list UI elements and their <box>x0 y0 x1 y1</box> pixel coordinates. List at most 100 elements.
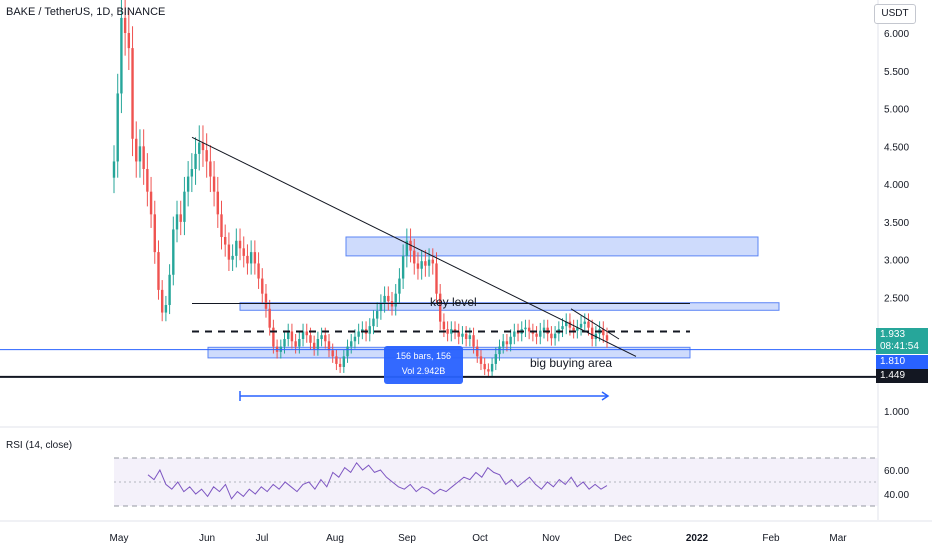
candle-body <box>205 150 208 162</box>
candle-body <box>183 191 186 222</box>
trendline-short <box>570 308 620 340</box>
candle-body <box>461 333 464 337</box>
candle-body <box>553 333 557 339</box>
candle-body <box>127 33 131 49</box>
trendline-main <box>191 136 637 357</box>
candle-body <box>116 93 119 162</box>
candle-body <box>494 354 497 364</box>
candle-body <box>224 237 227 245</box>
candle-body <box>498 346 501 355</box>
buying-area-label: big buying area <box>530 356 612 370</box>
candle-body <box>246 255 249 264</box>
candle-body <box>227 244 231 260</box>
candle-body <box>338 363 342 367</box>
candle-body <box>283 339 286 347</box>
candle-body <box>368 326 371 334</box>
candle-body <box>379 303 383 312</box>
y-axis-tick-label: 6.000 <box>884 29 909 40</box>
currency-button[interactable]: USDT <box>874 4 916 24</box>
measure-volume-text: Vol 2.942B <box>401 366 446 376</box>
candle-body <box>298 339 301 347</box>
candle-body <box>476 346 479 357</box>
candle-body <box>527 327 531 332</box>
candle-body <box>168 274 171 305</box>
candle-body <box>350 341 353 347</box>
y-axis-tick-label: 1.000 <box>884 407 909 418</box>
candle-body <box>413 250 416 264</box>
x-axis-tick-label: Dec <box>614 533 632 544</box>
candle-body <box>453 329 457 332</box>
candle-body <box>387 295 390 302</box>
candle-body <box>138 146 142 162</box>
candle-body <box>572 327 575 331</box>
candle-body <box>509 336 512 345</box>
current-price-tag: 1.933 08:41:54 <box>876 328 928 354</box>
range-arrow-head <box>601 391 610 401</box>
y-axis-tick-label: 5.000 <box>884 105 909 116</box>
candle-body <box>568 321 572 328</box>
countdown-value: 08:41:54 <box>880 341 919 352</box>
candle-body <box>542 327 546 331</box>
candle-body <box>468 335 472 339</box>
candle-body <box>535 333 538 337</box>
candle-body <box>305 331 308 336</box>
candle-body <box>590 327 594 339</box>
candle-body <box>172 229 175 275</box>
candle-body <box>416 263 420 269</box>
candle-body <box>457 331 460 337</box>
candle-body <box>261 278 264 294</box>
candle-body <box>264 293 268 309</box>
candle-body <box>242 248 245 256</box>
candle-body <box>409 240 412 251</box>
candle-body <box>253 252 257 264</box>
rsi-legend-label: RSI (14, close) <box>6 440 73 451</box>
candle-body <box>442 321 446 330</box>
key-level-label: key level <box>430 295 477 309</box>
candle-body <box>179 214 182 222</box>
candle-body <box>394 293 397 307</box>
candle-body <box>464 333 468 339</box>
candle-body <box>312 342 316 349</box>
candle-body <box>550 333 553 339</box>
candle-body <box>516 331 520 334</box>
x-axis-tick-label: Sep <box>398 533 416 544</box>
y-axis-tick-label: 3.000 <box>884 256 909 267</box>
x-axis-tick-label: Jul <box>256 533 269 544</box>
candle-body <box>290 331 294 342</box>
candle-body <box>268 308 271 328</box>
price-zone-rect <box>345 236 759 257</box>
measure-tooltip: 156 bars, 156 Vol 2.942B <box>384 346 463 384</box>
candle-body <box>605 335 609 341</box>
candle-body <box>201 142 205 151</box>
y-axis-tick-label: 4.500 <box>884 142 909 153</box>
y-axis-tick-label: 3.500 <box>884 218 909 229</box>
candle-body <box>342 356 346 367</box>
price-zone-rect <box>239 302 780 311</box>
candle-body <box>383 295 386 304</box>
candle-body <box>220 214 223 237</box>
candle-body <box>238 240 242 249</box>
candle-body <box>579 323 583 328</box>
candle-body <box>490 363 494 372</box>
candle-body <box>324 335 327 342</box>
candle-body <box>331 350 334 357</box>
candle-body <box>327 341 331 351</box>
candle-body <box>450 329 453 334</box>
candle-body <box>431 259 434 264</box>
candle-body <box>186 176 190 192</box>
candle-body <box>190 169 194 177</box>
candle-body <box>576 327 579 331</box>
candle-body <box>472 335 475 347</box>
candle-body <box>212 176 216 192</box>
candle-body <box>513 331 516 337</box>
candle-body <box>135 138 138 162</box>
candle-body <box>153 214 156 253</box>
candle-body <box>405 240 409 256</box>
rsi-tick-label: 40.00 <box>884 490 909 501</box>
candle-body <box>424 261 427 266</box>
candle-body <box>272 327 275 347</box>
measure-bars-text: 156 bars, 156 <box>395 351 452 361</box>
candle-body <box>287 331 290 339</box>
candle-body <box>353 336 357 342</box>
